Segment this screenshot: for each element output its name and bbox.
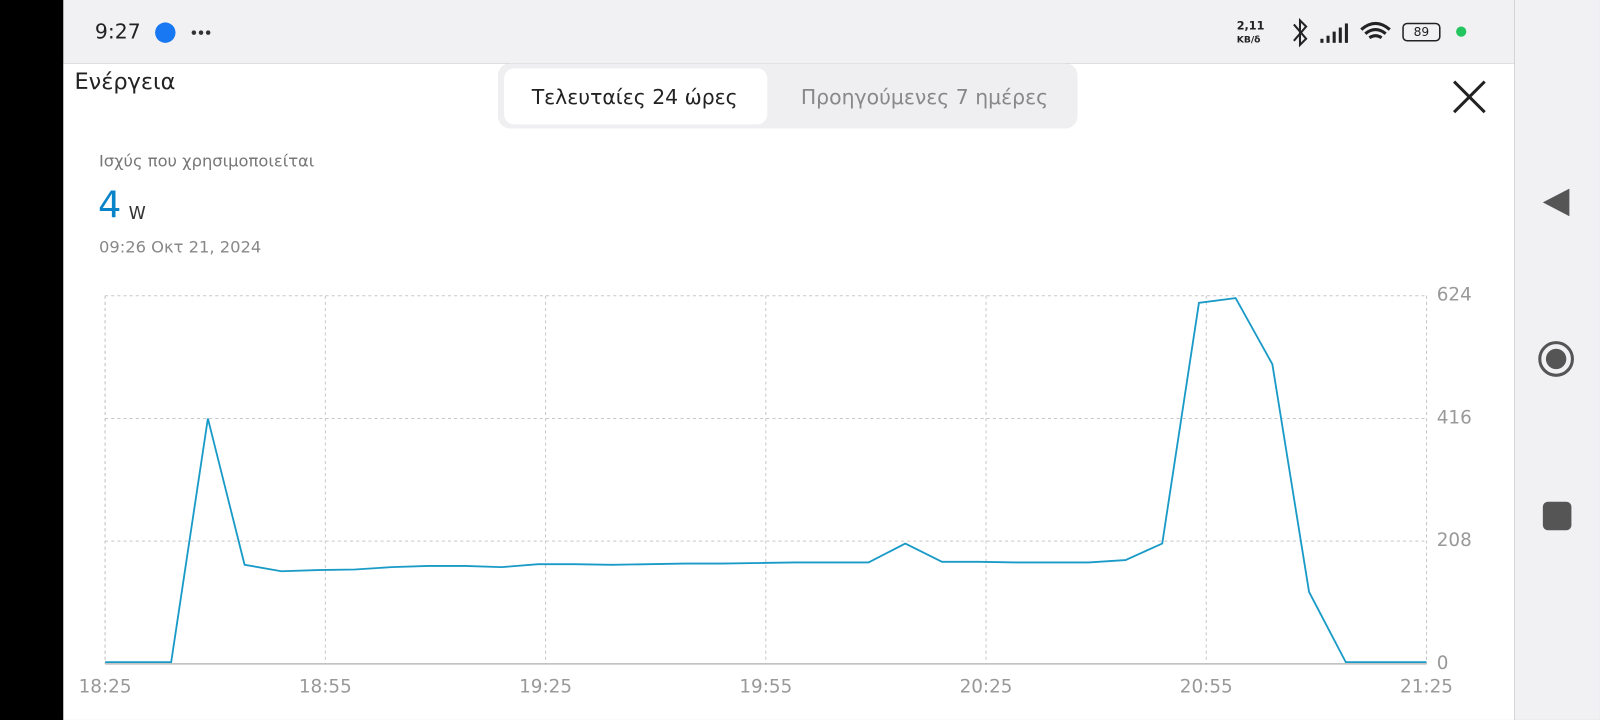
battery-level: 89: [1414, 25, 1430, 39]
facebook-icon: [155, 22, 176, 43]
tab[interactable]: Προηγούμενες 7 ημέρες: [801, 85, 1048, 109]
wifi-icon: [1360, 21, 1391, 40]
y-tick-label: 416: [1437, 407, 1472, 428]
x-tick-label: 19:55: [739, 676, 792, 697]
y-tick-label: 624: [1437, 285, 1472, 306]
signal-icon: [1320, 23, 1348, 43]
x-tick-label: 18:25: [79, 676, 132, 697]
x-tick-label: 20:25: [960, 676, 1013, 697]
x-tick-label: 18:55: [299, 676, 352, 697]
page-title: Ενέργεια: [74, 69, 175, 95]
main-panel: [63, 63, 1515, 720]
status-bar: [63, 0, 1515, 64]
chart: 0 208 416 624 18:25 18:55 19:25 19:55 20:25 20:55…: [79, 285, 1472, 698]
battery-icon: [1402, 22, 1441, 42]
x-tick-label: 20:55: [1180, 676, 1233, 697]
left-bar: [0, 0, 64, 720]
back-button[interactable]: [1542, 188, 1570, 217]
data-rate: 2,11: [1237, 20, 1265, 33]
status-time: 9:27: [95, 20, 141, 44]
bluetooth-icon: [1293, 17, 1308, 48]
data-line: [105, 297, 1427, 664]
close-button[interactable]: [1452, 80, 1486, 114]
metric-unit: W: [129, 204, 146, 224]
x-tick-label: 21:25: [1400, 676, 1453, 697]
recents-button[interactable]: [1542, 501, 1572, 531]
metric-label: Ισχύς που χρησιμοποιείται: [99, 152, 314, 171]
tab-selected[interactable]: [504, 68, 768, 125]
tab[interactable]: Τελευταίες 24 ώρες: [531, 85, 738, 109]
more-icon: [191, 30, 211, 35]
indicator-dot: [1456, 26, 1467, 37]
home-button[interactable]: [1538, 341, 1574, 377]
y-tick-label: 208: [1437, 530, 1472, 551]
timestamp: 09:26 Οκτ 21, 2024: [99, 237, 261, 256]
x-tick-label: 19:25: [519, 676, 572, 697]
y-tick-label: 0: [1437, 653, 1449, 674]
metric-value: 4: [98, 184, 121, 227]
data-rate-unit: KB/δ: [1237, 34, 1261, 45]
